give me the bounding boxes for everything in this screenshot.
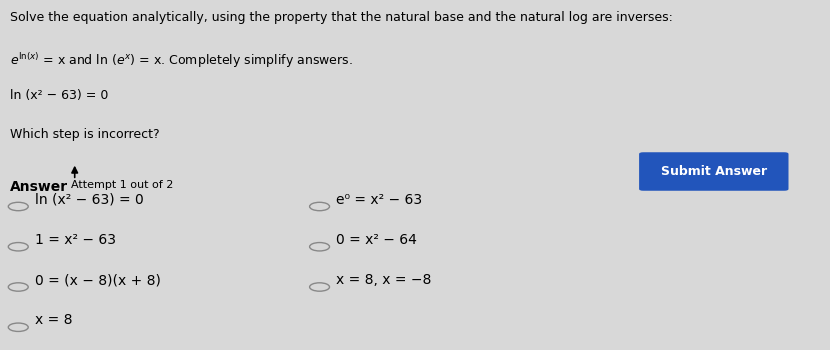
Text: Attempt 1 out of 2: Attempt 1 out of 2 [71,180,173,190]
Text: 0 = (x − 8)(x + 8): 0 = (x − 8)(x + 8) [35,273,161,287]
Text: Solve the equation analytically, using the property that the natural base and th: Solve the equation analytically, using t… [10,10,673,23]
Text: e⁰ = x² − 63: e⁰ = x² − 63 [336,193,422,206]
Text: 0 = x² − 64: 0 = x² − 64 [336,233,417,247]
Text: Answer: Answer [10,180,68,194]
Text: 1 = x² − 63: 1 = x² − 63 [35,233,116,247]
FancyBboxPatch shape [639,152,788,191]
Text: Which step is incorrect?: Which step is incorrect? [10,128,159,141]
Text: x = 8, x = −8: x = 8, x = −8 [336,273,432,287]
Text: ln (x² − 63) = 0: ln (x² − 63) = 0 [35,193,144,206]
Text: $e^{\ln(x)}$ = x and ln ($e^x$) = x. Completely simplify answers.: $e^{\ln(x)}$ = x and ln ($e^x$) = x. Com… [10,51,353,70]
Text: Submit Answer: Submit Answer [661,165,767,178]
Text: x = 8: x = 8 [35,313,72,327]
Text: ln (x² − 63) = 0: ln (x² − 63) = 0 [10,89,109,102]
